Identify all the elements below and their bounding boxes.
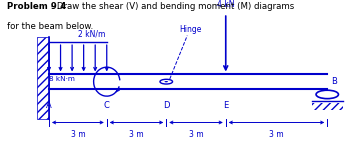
Text: Hinge: Hinge [180, 25, 202, 34]
Circle shape [164, 81, 168, 82]
Text: 2 kN/m: 2 kN/m [78, 29, 106, 38]
Text: 4 kN: 4 kN [217, 0, 234, 9]
Text: D: D [163, 101, 169, 110]
Text: 3 m: 3 m [71, 130, 85, 139]
Text: E: E [223, 101, 228, 110]
Text: 3 m: 3 m [269, 130, 284, 139]
Text: 3 m: 3 m [129, 130, 144, 139]
Text: 8 kN·m: 8 kN·m [49, 76, 75, 82]
Circle shape [160, 79, 173, 84]
Text: 3 m: 3 m [189, 130, 203, 139]
Text: - Draw the shear (V) and bending moment (M) diagrams: - Draw the shear (V) and bending moment … [51, 2, 294, 11]
Text: Problem 9.4: Problem 9.4 [7, 2, 66, 11]
Text: B: B [331, 77, 337, 86]
Text: A: A [46, 101, 52, 110]
Text: C: C [104, 101, 110, 110]
Bar [37, 37, 49, 119]
Text: for the beam below.: for the beam below. [7, 22, 93, 31]
Bar [312, 103, 343, 110]
